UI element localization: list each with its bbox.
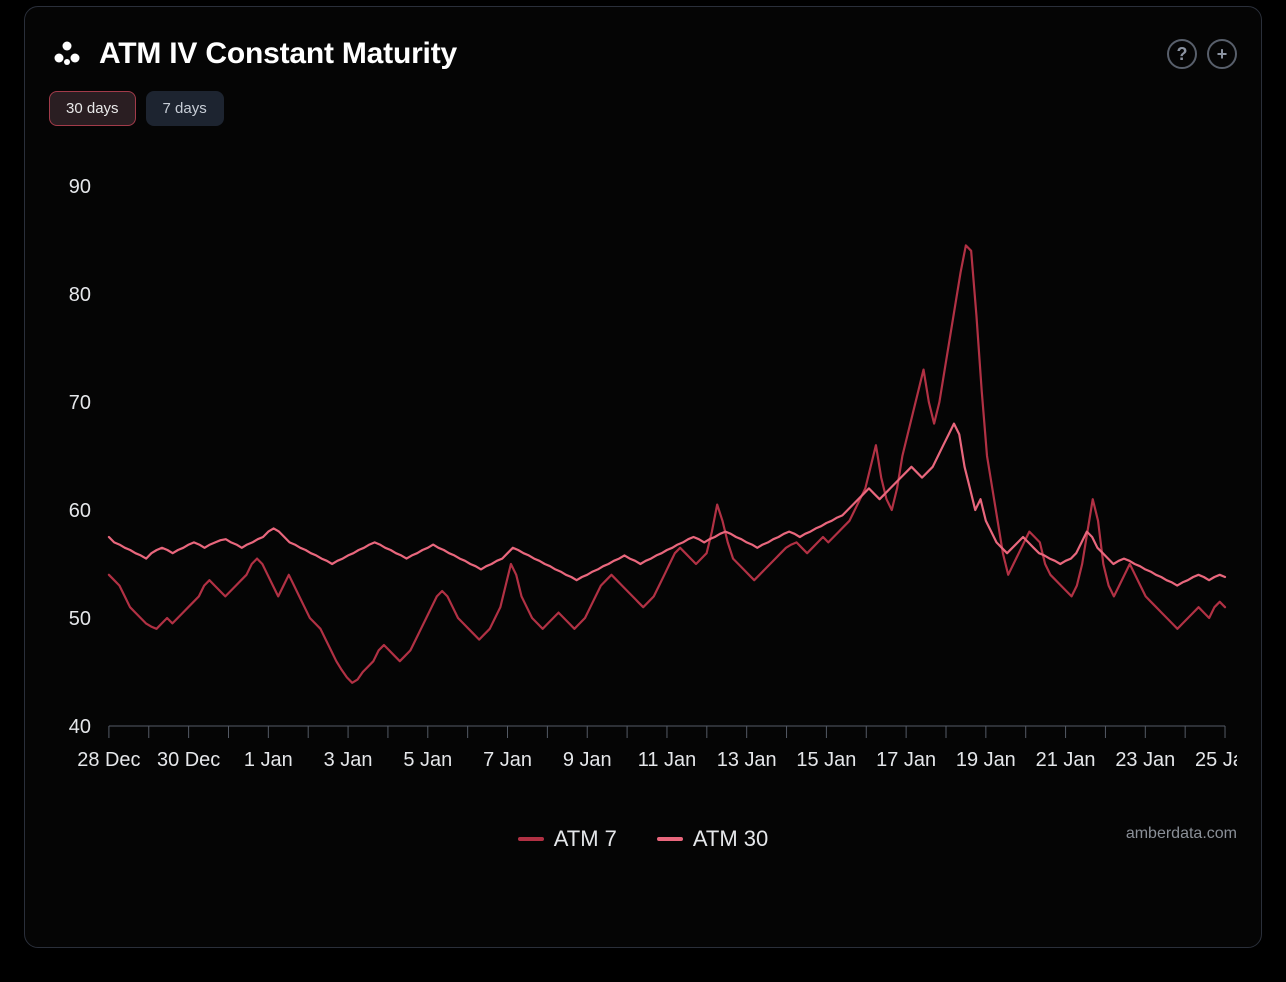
legend-item-atm30: ATM 30: [657, 826, 768, 852]
title-group: ATM IV Constant Maturity: [49, 37, 457, 71]
svg-text:21 Jan: 21 Jan: [1036, 749, 1096, 771]
header: ATM IV Constant Maturity ? +: [49, 37, 1237, 71]
svg-text:7 Jan: 7 Jan: [483, 749, 532, 771]
svg-text:15 Jan: 15 Jan: [796, 749, 856, 771]
chart-legend: ATM 7 ATM 30: [49, 826, 1237, 852]
legend-swatch-atm30: [657, 837, 683, 841]
svg-text:13 Jan: 13 Jan: [717, 749, 777, 771]
watermark: amberdata.com: [1126, 825, 1237, 843]
help-button[interactable]: ?: [1167, 39, 1197, 69]
svg-text:9 Jan: 9 Jan: [563, 749, 612, 771]
svg-text:80: 80: [69, 284, 91, 306]
svg-text:70: 70: [69, 392, 91, 414]
range-tabs: 30 days 7 days: [49, 91, 1237, 126]
svg-text:17 Jan: 17 Jan: [876, 749, 936, 771]
svg-text:3 Jan: 3 Jan: [324, 749, 373, 771]
svg-text:50: 50: [69, 608, 91, 630]
chart-plot-area: 40 50 60 70 80 90 28 Dec 30 Dec 1 Jan 3 Jan 5 Jan 7…: [49, 166, 1237, 816]
plus-icon: +: [1217, 44, 1228, 65]
svg-text:25 Jan: 25 Jan: [1195, 749, 1237, 771]
legend-label-atm7: ATM 7: [554, 826, 617, 852]
svg-text:11 Jan: 11 Jan: [638, 749, 696, 771]
legend-label-atm30: ATM 30: [693, 826, 768, 852]
amberdata-logo-icon: [49, 40, 85, 68]
tab-30-days[interactable]: 30 days: [49, 91, 136, 126]
tab-7-days[interactable]: 7 days: [146, 91, 224, 126]
svg-text:5 Jan: 5 Jan: [403, 749, 452, 771]
svg-text:30 Dec: 30 Dec: [157, 749, 220, 771]
legend-item-atm7: ATM 7: [518, 826, 617, 852]
chart-card: ATM IV Constant Maturity ? + 30 days 7 d…: [24, 6, 1262, 948]
svg-text:60: 60: [69, 500, 91, 522]
header-actions: ? +: [1167, 39, 1237, 69]
question-icon: ?: [1177, 44, 1188, 65]
chart-svg: 40 50 60 70 80 90 28 Dec 30 Dec 1 Jan 3 Jan 5 Jan 7…: [49, 166, 1237, 816]
legend-swatch-atm7: [518, 837, 544, 841]
svg-text:28 Dec: 28 Dec: [77, 749, 140, 771]
chart-title: ATM IV Constant Maturity: [99, 37, 457, 71]
svg-text:19 Jan: 19 Jan: [956, 749, 1016, 771]
svg-text:1 Jan: 1 Jan: [244, 749, 293, 771]
svg-text:90: 90: [69, 176, 91, 198]
add-button[interactable]: +: [1207, 39, 1237, 69]
svg-text:40: 40: [69, 716, 91, 738]
svg-text:23 Jan: 23 Jan: [1115, 749, 1175, 771]
